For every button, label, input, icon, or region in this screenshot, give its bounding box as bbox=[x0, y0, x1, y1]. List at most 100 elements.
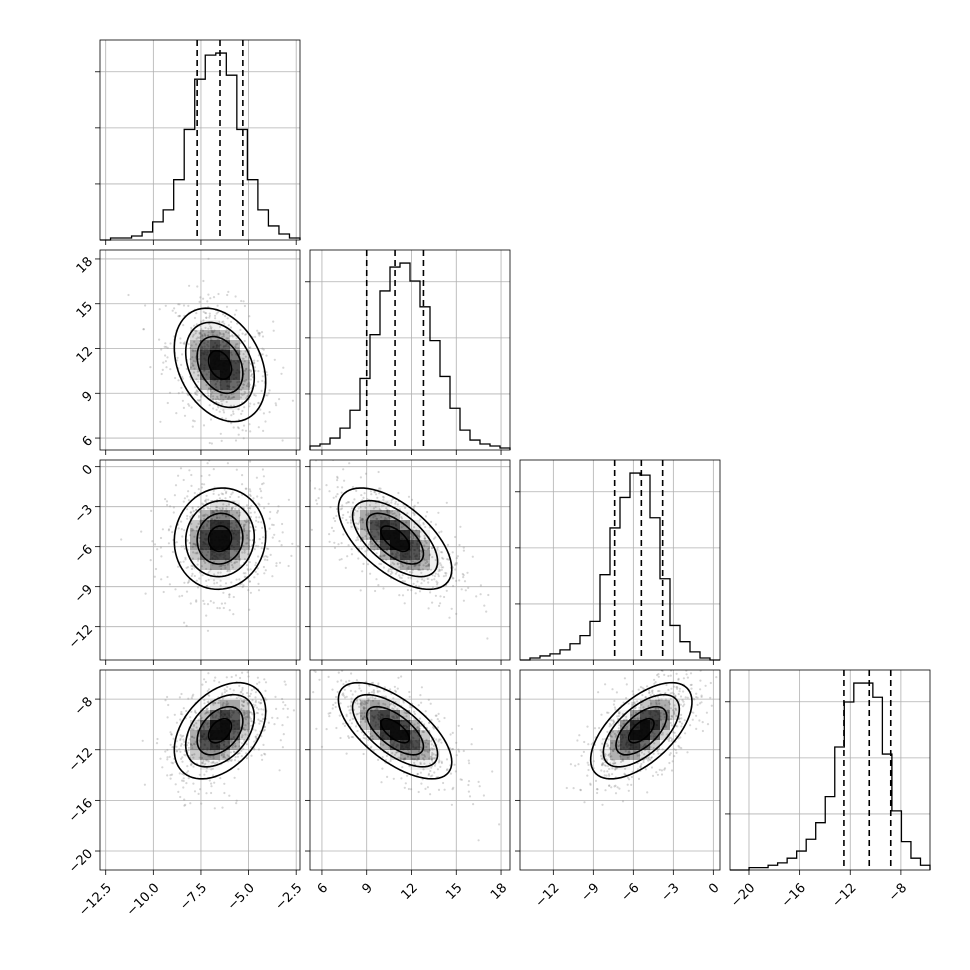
scatter-point bbox=[234, 745, 237, 748]
scatter-point bbox=[261, 353, 264, 356]
scatter-point bbox=[197, 374, 200, 377]
scatter-point bbox=[212, 397, 215, 401]
scatter-point bbox=[181, 535, 184, 538]
scatter-point bbox=[191, 557, 194, 560]
scatter-point bbox=[382, 554, 385, 557]
scatter-point bbox=[181, 760, 184, 763]
scatter-point bbox=[187, 490, 190, 493]
scatter-point bbox=[188, 541, 191, 545]
scatter-point bbox=[286, 707, 289, 710]
density-panel-2-0 bbox=[95, 459, 301, 665]
scatter-point bbox=[390, 501, 393, 504]
scatter-point bbox=[433, 575, 436, 578]
scatter-point bbox=[254, 701, 257, 704]
scatter-point bbox=[254, 529, 257, 532]
scatter-point bbox=[255, 711, 258, 715]
scatter-point bbox=[240, 299, 243, 303]
scatter-point bbox=[190, 406, 193, 409]
scatter-point bbox=[186, 392, 189, 395]
scatter-point bbox=[244, 369, 247, 372]
scatter-point bbox=[254, 729, 257, 732]
scatter-point bbox=[182, 478, 185, 482]
scatter-point bbox=[660, 773, 664, 776]
density-cell bbox=[190, 730, 200, 740]
scatter-point bbox=[647, 750, 650, 753]
scatter-point bbox=[227, 324, 230, 327]
scatter-point bbox=[454, 568, 457, 571]
scatter-point bbox=[244, 355, 247, 358]
scatter-point bbox=[661, 670, 664, 672]
scatter-point bbox=[273, 533, 276, 536]
scatter-point bbox=[248, 580, 251, 583]
scatter-point bbox=[438, 531, 441, 534]
scatter-point bbox=[267, 721, 270, 724]
scatter-point bbox=[257, 332, 260, 335]
scatter-point bbox=[249, 494, 252, 498]
scatter-point bbox=[188, 542, 191, 545]
scatter-point bbox=[654, 707, 657, 711]
scatter-point bbox=[441, 556, 444, 560]
scatter-point bbox=[194, 360, 197, 363]
scatter-point bbox=[239, 676, 242, 680]
scatter-point bbox=[332, 529, 335, 533]
scatter-point bbox=[667, 688, 670, 692]
scatter-point bbox=[217, 292, 220, 296]
scatter-point bbox=[208, 694, 211, 697]
scatter-point bbox=[458, 750, 461, 753]
scatter-point bbox=[393, 563, 396, 566]
scatter-point bbox=[238, 684, 241, 688]
scatter-point bbox=[431, 556, 434, 559]
scatter-point bbox=[303, 520, 305, 522]
scatter-point bbox=[372, 666, 374, 668]
scatter-point bbox=[674, 707, 678, 710]
scatter-point bbox=[472, 803, 475, 806]
scatter-point bbox=[253, 366, 256, 369]
scatter-point bbox=[405, 715, 408, 718]
scatter-point bbox=[419, 535, 422, 538]
scatter-point bbox=[177, 527, 180, 530]
scatter-point bbox=[367, 521, 370, 524]
scatter-point bbox=[383, 686, 386, 689]
scatter-point bbox=[236, 322, 239, 325]
scatter-point bbox=[401, 564, 404, 568]
scatter-point bbox=[259, 702, 262, 705]
scatter-point bbox=[262, 717, 265, 721]
scatter-point bbox=[467, 759, 470, 762]
scatter-point bbox=[263, 572, 266, 575]
scatter-point bbox=[258, 331, 261, 335]
scatter-point bbox=[345, 680, 348, 683]
scatter-point bbox=[695, 727, 698, 731]
scatter-point bbox=[617, 741, 620, 744]
scatter-point bbox=[192, 364, 195, 367]
scatter-point bbox=[209, 325, 212, 328]
scatter-point bbox=[400, 675, 403, 678]
scatter-point bbox=[386, 510, 389, 513]
scatter-point bbox=[365, 702, 368, 705]
scatter-point bbox=[498, 823, 501, 826]
contour-level-1 bbox=[365, 705, 425, 756]
scatter-point bbox=[264, 681, 268, 684]
scatter-point bbox=[359, 506, 362, 509]
scatter-point bbox=[250, 689, 253, 692]
scatter-point bbox=[683, 703, 686, 706]
scatter-point bbox=[242, 383, 245, 386]
scatter-point bbox=[399, 562, 402, 565]
scatter-point bbox=[254, 699, 257, 702]
scatter-point bbox=[261, 335, 265, 338]
scatter-point bbox=[350, 700, 353, 703]
scatter-point bbox=[240, 742, 243, 745]
scatter-point bbox=[201, 502, 204, 505]
panel-content bbox=[141, 665, 295, 810]
scatter-point bbox=[359, 702, 362, 705]
scatter-point bbox=[223, 564, 227, 567]
scatter-point bbox=[596, 788, 599, 791]
scatter-point bbox=[438, 720, 441, 723]
scatter-point bbox=[248, 488, 251, 491]
scatter-point bbox=[367, 699, 370, 703]
scatter-point bbox=[185, 624, 188, 628]
hist-frame-2 bbox=[519, 459, 721, 661]
scatter-point bbox=[227, 702, 230, 705]
scatter-point bbox=[236, 665, 238, 667]
scatter-point bbox=[586, 761, 589, 764]
density-cell bbox=[370, 510, 380, 520]
